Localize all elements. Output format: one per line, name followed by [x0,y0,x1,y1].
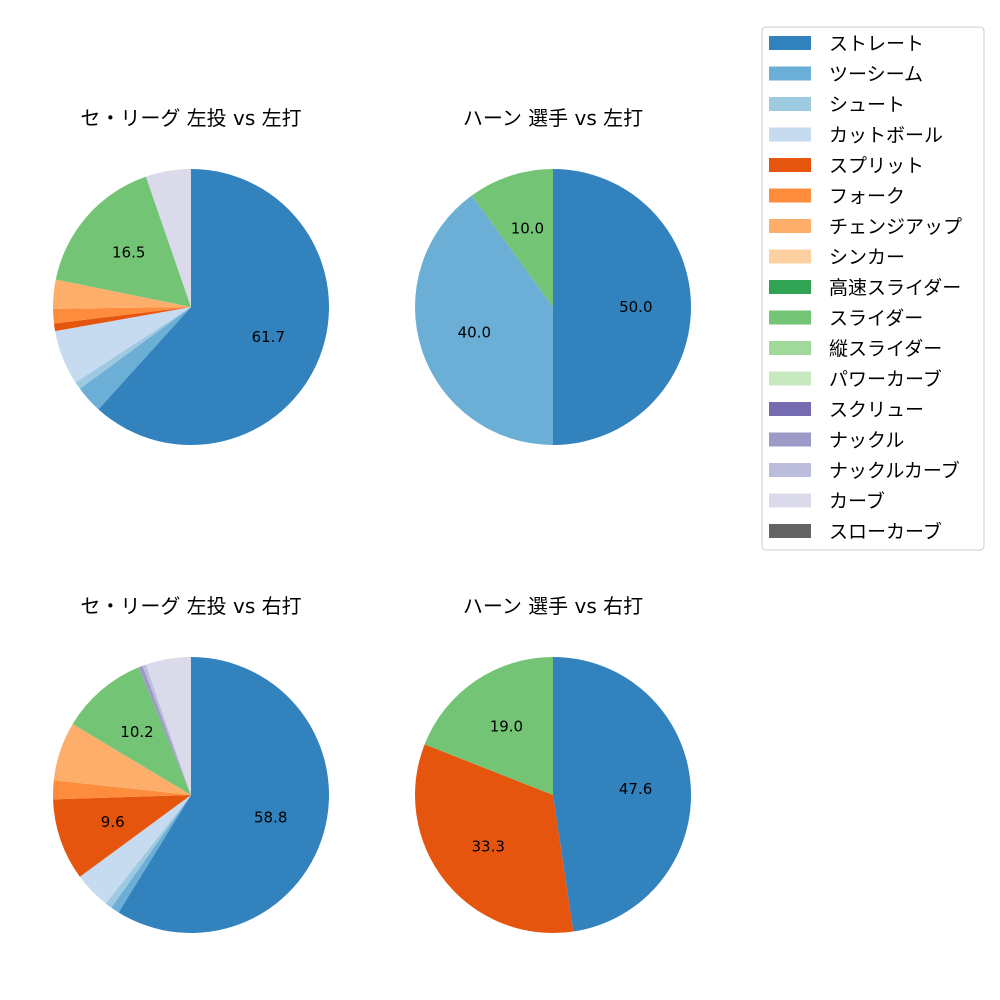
legend-swatch [769,493,811,508]
pie-slice [53,307,192,332]
legend-swatch [769,432,811,447]
legend-label: シンカー [829,247,905,269]
pie-slice [415,195,553,445]
chart-title: セ・リーグ 左投 vs 左打 [80,106,301,130]
legend-label: カーブ [829,490,885,513]
slice-value-label: 16.5 [112,243,145,261]
slice-value-label: 10.0 [511,219,544,237]
pie-slice [145,169,191,307]
pie-chart-league-vs-right: セ・リーグ 左投 vs 右打 58.8 9.6 10.2 [53,594,329,933]
pie-chart-hahn-vs-right: ハーン 選手 vs 右打 47.6 33.3 19.0 [414,594,692,934]
slice-value-label: 19.0 [490,718,523,736]
legend-label: 縦スライダー [829,338,942,360]
legend-swatch [769,219,811,233]
pie-slice [53,724,191,795]
pie-slice [98,169,330,445]
legend-label: フォーク [829,186,905,208]
slice-value-label: 33.3 [471,838,504,856]
slice-value-label: 40.0 [458,324,491,342]
pie-slice [52,279,191,309]
pie-slice [424,657,553,795]
legend-swatch [769,402,811,416]
slice-value-label: 9.6 [101,813,125,831]
pie-slice [53,307,192,324]
pie-slice [53,795,191,877]
legend-label: 高速スライダー [829,277,961,299]
legend-label: スプリット [829,155,924,177]
pie-slice [145,657,191,795]
slice-value-label: 10.2 [120,723,153,741]
legend-swatch [769,66,811,81]
legend-swatch [769,341,811,355]
pie-slice [72,667,191,795]
pie-slice [118,657,329,933]
pie-slice [79,795,191,904]
pie-slice [553,657,692,932]
pie-slice [55,307,191,383]
legend-swatch [769,158,811,172]
legend-label: ツーシーム [829,64,923,86]
pie-chart-hahn-vs-left: ハーン 選手 vs 左打 50.0 40.0 10.0 [415,106,691,445]
legend-label: ナックルカーブ [829,459,960,482]
pie-chart-league-vs-left: セ・リーグ 左投 vs 左打 61.7 16.5 [52,106,330,445]
legend-label: カットボール [829,125,943,147]
legend: ストレートツーシームシュートカットボールスプリットフォークチェンジアップシンカー… [761,26,985,551]
legend-label: ナックル [829,430,904,452]
legend-label: ストレート [829,33,924,55]
legend-swatch [769,463,811,477]
slice-value-label: 50.0 [619,298,652,316]
legend-label: スクリュー [829,399,924,421]
pie-slice [553,169,691,445]
pie-slice [138,665,191,795]
pie-slice [471,169,553,307]
legend-swatch [769,310,811,325]
pie-slice [79,307,191,410]
legend-swatch [769,280,811,294]
pie-slice [55,176,191,307]
pie-slice [105,795,191,908]
slice-value-label: 58.8 [254,809,287,827]
legend-label: スライダー [829,308,923,330]
legend-swatch [769,36,811,50]
chart-title: ハーン 選手 vs 左打 [463,106,643,130]
pie-slice [414,744,574,934]
pie-slice [142,664,191,795]
chart-title: セ・リーグ 左投 vs 右打 [80,594,301,618]
legend-label: スローカーブ [829,520,942,543]
pie-slice [53,780,191,800]
chart-title: ハーン 選手 vs 右打 [463,594,643,618]
legend-swatch [769,127,811,142]
legend-swatch [769,249,811,264]
pie-slice [111,795,191,913]
legend-frame [761,26,985,551]
slice-value-label: 61.7 [252,328,285,346]
legend-swatch [769,188,811,203]
legend-label: パワーカーブ [829,368,942,391]
slice-value-label: 47.6 [619,780,652,798]
legend-swatch [769,97,811,111]
legend-label: チェンジアップ [829,216,962,238]
legend-swatch [769,524,811,538]
legend-swatch [769,371,811,386]
legend-label: シュート [829,94,905,116]
pie-slice [75,307,191,389]
